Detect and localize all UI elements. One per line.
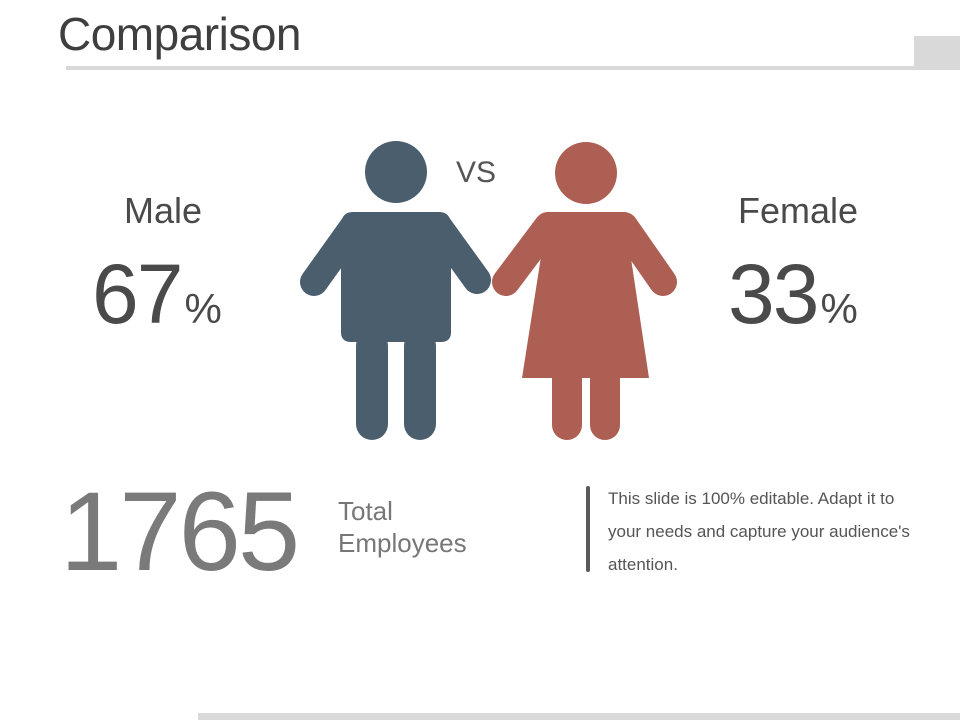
male-percentage: 67% bbox=[92, 246, 222, 343]
male-label: Male bbox=[123, 190, 203, 231]
female-percentage: 33% bbox=[728, 246, 858, 343]
description-text: This slide is 100% editable. Adapt it to… bbox=[608, 489, 910, 574]
bottom-rule bbox=[198, 713, 960, 720]
figures-illustration bbox=[300, 141, 677, 440]
total-employees-value: 1765 bbox=[60, 469, 300, 594]
title-underline bbox=[66, 66, 960, 70]
female-percent-sign: % bbox=[820, 285, 858, 332]
description-accent-bar bbox=[586, 486, 590, 572]
vs-label: VS bbox=[456, 156, 497, 189]
male-percent-value: 67 bbox=[92, 247, 183, 341]
male-figure-icon bbox=[300, 141, 491, 440]
female-percent-value: 33 bbox=[728, 247, 819, 341]
female-figure-icon bbox=[492, 142, 677, 440]
slide-title: Comparison bbox=[58, 8, 302, 60]
male-percent-sign: % bbox=[184, 285, 222, 332]
title-accent-block bbox=[914, 36, 960, 70]
female-label: Female bbox=[737, 190, 859, 231]
total-employees-label: Total Employees bbox=[338, 496, 467, 558]
